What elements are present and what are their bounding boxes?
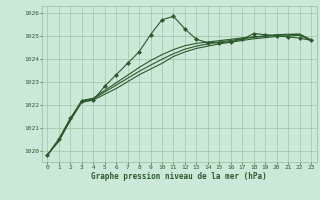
X-axis label: Graphe pression niveau de la mer (hPa): Graphe pression niveau de la mer (hPa): [91, 172, 267, 181]
